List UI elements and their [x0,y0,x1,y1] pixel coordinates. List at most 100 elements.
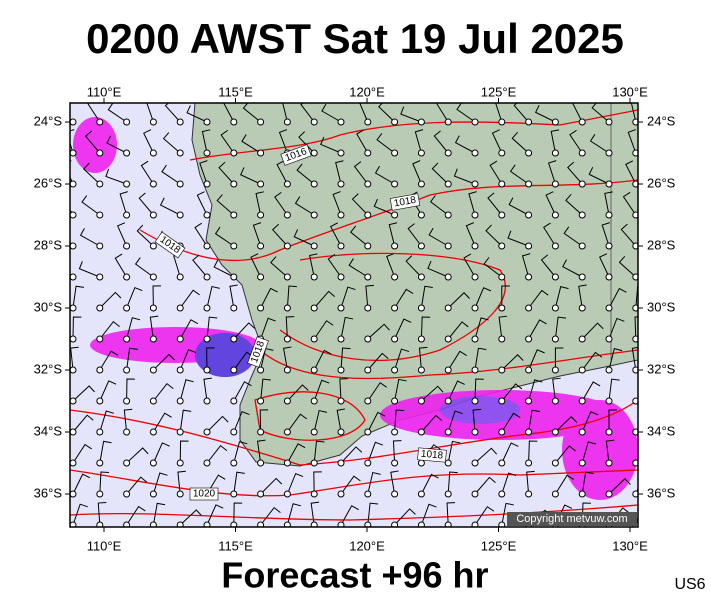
wind-barb [138,192,154,216]
wind-station [203,335,211,343]
wind-barb [489,160,503,185]
wind-barb [521,253,531,278]
wind-barb [313,440,325,464]
wind-station [417,459,425,467]
wind-barb [447,350,467,371]
wind-barb [260,287,278,309]
wind-station [176,428,184,436]
wind-station [176,211,184,219]
wind-barb [447,440,461,464]
wind-station [203,304,211,312]
isobar-label: 1020 [189,487,219,501]
wind-barb [394,348,410,371]
wind-barb [233,471,245,495]
wind-barb [453,168,476,185]
wind-barb [581,471,594,495]
wind-station [123,273,131,281]
wind-station [203,211,211,219]
wind-barb [367,382,388,402]
wind-station [337,273,345,281]
wind-barb [285,316,295,340]
wind-station [364,521,372,527]
wind-station [257,521,265,527]
wind-barb [340,316,354,340]
wind-station [578,211,586,219]
wind-barb [274,191,288,216]
wind-station [149,180,157,188]
wind-station [525,242,533,250]
wind-station [391,180,399,188]
wind-barb [203,377,212,402]
wind-barb [309,253,318,278]
wind-barb [206,316,218,340]
wind-barb [105,168,127,185]
wind-station [364,428,372,436]
wind-station [471,118,479,126]
wind-barb [420,473,439,495]
wind-station [96,521,104,527]
wind-barb [581,441,597,464]
wind-barb [474,447,498,464]
wind-station [391,521,399,527]
wind-station [310,335,318,343]
wind-station [632,490,638,498]
wind-station [632,397,638,405]
wind-station [605,490,613,498]
wind-barb [501,412,521,433]
wind-barb [260,477,283,495]
wind-barb [367,441,384,464]
lat-label: 24°S [647,113,676,128]
wind-station [283,366,291,374]
wind-station [391,335,399,343]
wind-station [310,521,318,527]
wind-station [123,490,131,498]
wind-station [70,180,77,188]
wind-station [149,211,157,219]
wind-barb [159,197,181,216]
lat-label: 26°S [647,175,676,190]
wind-barb [420,503,437,526]
wind-barb [447,471,458,495]
wind-barb [223,103,235,123]
wind-barb [119,191,128,216]
wind-station [471,242,479,250]
wind-station [70,273,77,281]
lat-label: 36°S [34,485,63,500]
wind-barb [495,103,503,123]
wind-barb [152,472,168,495]
wind-station [391,366,399,374]
wind-station [176,459,184,467]
wind-station [605,459,613,467]
wind-station [149,521,157,527]
wind-barb [468,191,477,216]
wind-barb [206,504,224,526]
wind-station [230,273,238,281]
lon-label: 120°E [349,538,385,553]
wind-station [498,335,506,343]
wind-station [391,118,399,126]
wind-barb [320,136,342,154]
wind-station [176,397,184,405]
wind-barb [608,409,617,432]
wind-station [632,335,638,343]
wind-barb [591,103,610,123]
wind-station [96,149,104,157]
wind-station [605,180,613,188]
wind-station [632,366,638,374]
wind-barb [72,316,82,340]
wind-station [96,335,104,343]
wind-station [230,242,238,250]
wind-barb [501,383,523,402]
wind-station [70,490,77,498]
wind-station [203,459,211,467]
lat-label: 32°S [34,361,63,376]
wind-barb [194,222,208,247]
wind-station [391,397,399,405]
wind-barb [287,384,309,402]
wind-barb [588,166,610,185]
wind-barb [491,129,503,154]
wind-station [257,273,265,281]
wind-barb [293,229,315,247]
wind-station [230,304,238,312]
lat-label: 28°S [647,237,676,252]
